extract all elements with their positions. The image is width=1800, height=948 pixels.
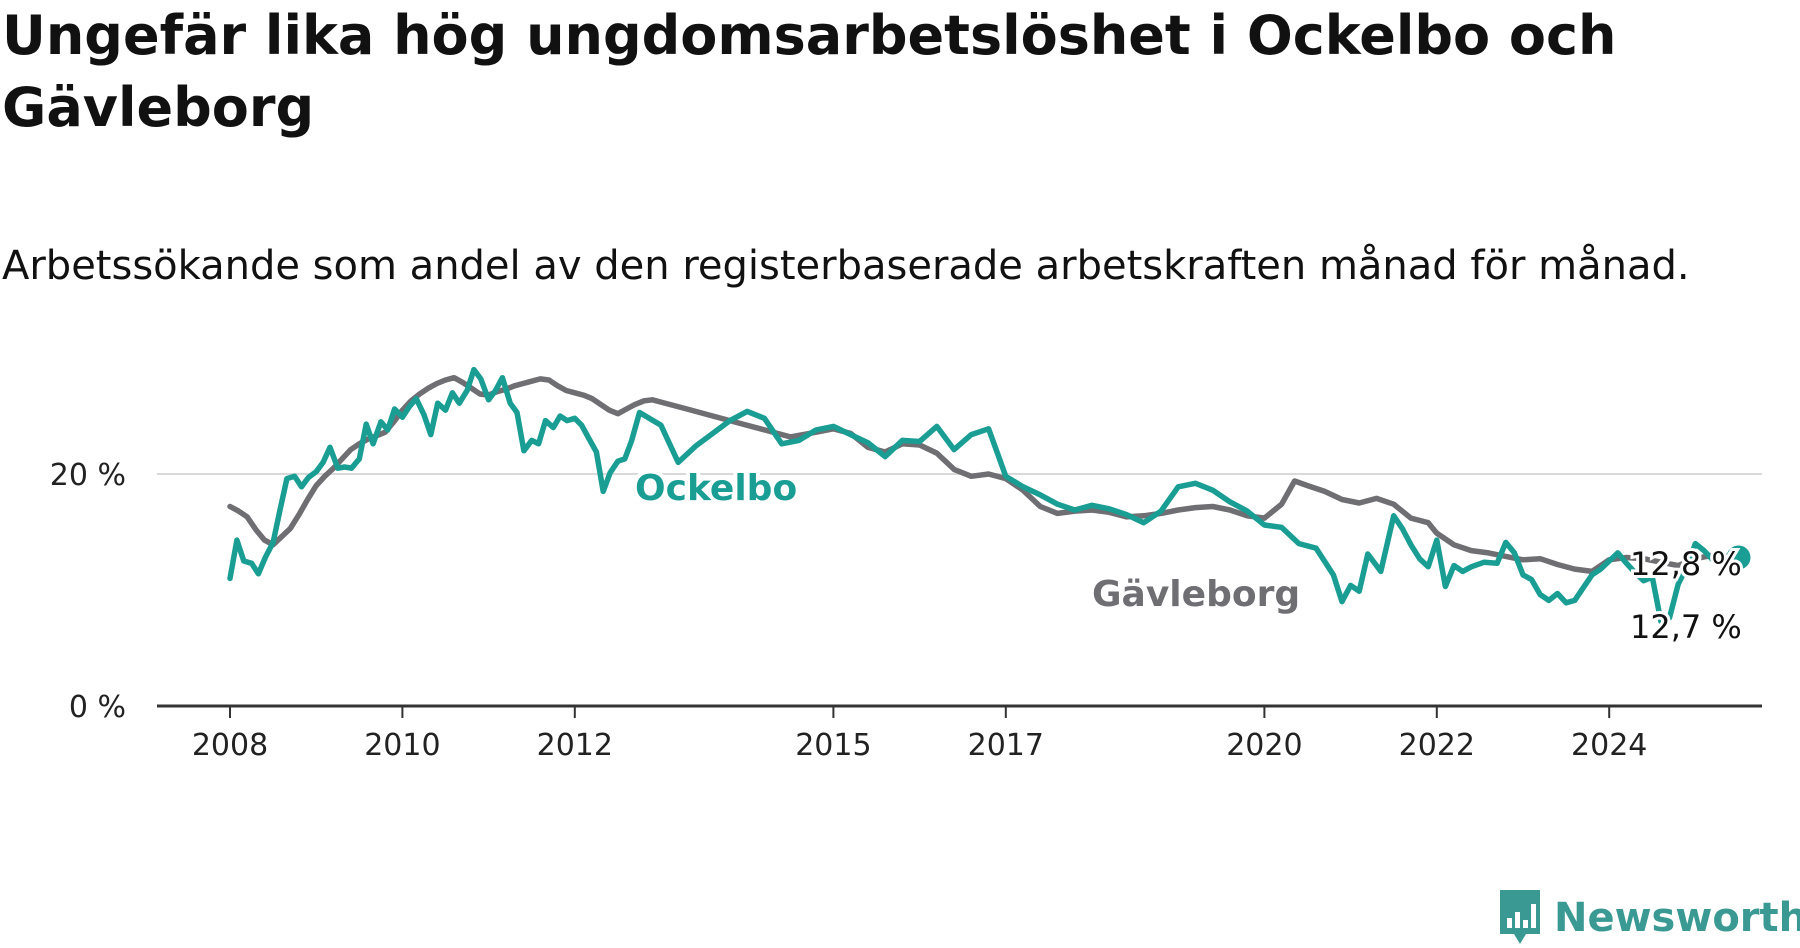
x-tick-label: 2010 <box>364 728 440 763</box>
chart-subtitle: Arbetssökande som andel av den registerb… <box>2 243 1690 289</box>
series-end-dot-ockelbo <box>1726 545 1751 570</box>
series-label-gavleborg: Gävleborg <box>1092 574 1300 615</box>
brand-name: Newsworthy <box>1554 895 1800 941</box>
newsworthy-logo-icon <box>1500 890 1540 944</box>
y-tick-label: 0 % <box>69 690 126 725</box>
x-tick-label: 2022 <box>1399 728 1475 763</box>
end-label-ockelbo: 12,8 % <box>1630 545 1742 583</box>
series-line-ockelbo <box>227 366 1742 625</box>
x-tick-label: 2024 <box>1571 728 1647 763</box>
x-tick-label: 2012 <box>537 728 613 763</box>
x-tick-label: 2020 <box>1226 728 1302 763</box>
chart-title: Ungefär lika hög ungdomsarbetslöshet i O… <box>2 4 1617 139</box>
y-tick-label: 20 % <box>50 458 126 493</box>
x-tick-label: 2008 <box>192 728 268 763</box>
end-label-gavleborg: 12,7 % <box>1630 608 1742 646</box>
series-label-ockelbo: Ockelbo <box>635 468 797 509</box>
brand: Newsworthy <box>1496 888 1800 948</box>
x-tick-label: 2017 <box>968 728 1044 763</box>
x-tick-label: 2015 <box>795 728 871 763</box>
